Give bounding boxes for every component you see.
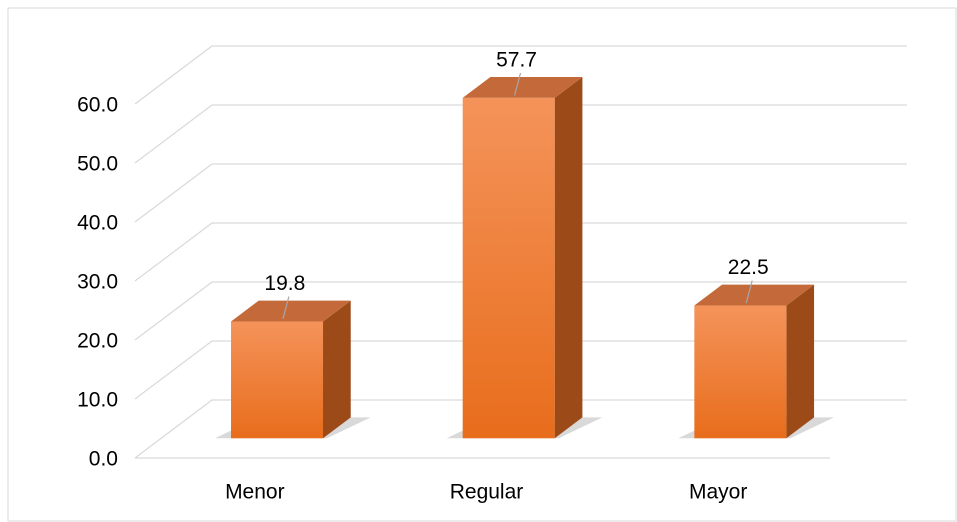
- frame: [7, 7, 957, 522]
- bar: [231, 321, 324, 439]
- grid-line: [134, 399, 907, 459]
- grid-line: [134, 45, 907, 105]
- x-tick-label: Mayor: [689, 481, 747, 504]
- x-tick-label: Menor: [225, 481, 285, 504]
- grid-line: [134, 163, 907, 223]
- bar: [694, 305, 787, 439]
- y-tick-label: 20.0: [77, 330, 118, 353]
- y-tick-label: 10.0: [77, 389, 118, 412]
- bar-side: [323, 300, 351, 439]
- y-tick-label: 50.0: [77, 153, 118, 176]
- y-tick-label: 0.0: [89, 448, 118, 471]
- grid-line: [134, 222, 907, 282]
- label-leader: [282, 296, 290, 320]
- bar-side: [554, 76, 583, 439]
- value-label: 22.5: [728, 256, 769, 279]
- grid-line: [134, 281, 907, 341]
- value-label: 19.8: [264, 272, 305, 295]
- bar-side: [786, 284, 815, 439]
- label-leader: [513, 72, 522, 96]
- label-leader: [745, 280, 753, 304]
- grid-line: [134, 340, 907, 400]
- y-tick-label: 30.0: [77, 271, 118, 294]
- y-tick-label: 40.0: [77, 212, 118, 235]
- bar-top: [694, 284, 815, 306]
- bar-top: [231, 300, 351, 322]
- y-tick-label: 60.0: [77, 94, 118, 117]
- bar-top: [462, 76, 583, 98]
- x-tick-label: Regular: [450, 481, 524, 504]
- value-label: 57.7: [496, 49, 537, 72]
- grid-line: [134, 104, 907, 164]
- bar: [462, 97, 555, 439]
